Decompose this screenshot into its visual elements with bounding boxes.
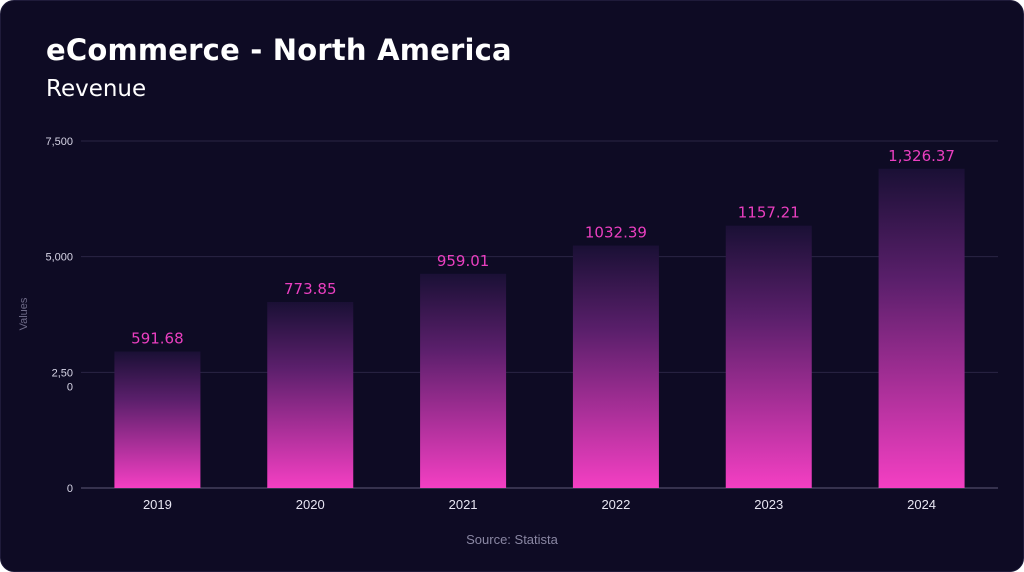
value-label-2021: 959.01 (437, 252, 490, 270)
x-tick-label-2024: 2024 (907, 497, 936, 512)
x-tick-label-2021: 2021 (449, 497, 478, 512)
x-tick-label-2022: 2022 (601, 497, 630, 512)
x-tick-label-2019: 2019 (143, 497, 172, 512)
value-labels: 591.68 773.85 959.01 1032.39 1157.21 1,326.37 (131, 147, 955, 348)
bar-2020[interactable] (267, 302, 354, 488)
value-label-2024: 1,326.37 (888, 147, 955, 165)
bar-2019[interactable] (114, 351, 201, 488)
bar-2022[interactable] (572, 245, 659, 488)
value-label-2020: 773.85 (284, 280, 337, 298)
bar-2024[interactable] (878, 168, 965, 488)
chart-title: eCommerce - North America (46, 33, 512, 67)
bars (114, 168, 965, 488)
y-tick-label: 5,000 (45, 252, 73, 264)
y-tick-label: 7,500 (45, 136, 73, 148)
source-note: Source: Statista (466, 532, 558, 547)
bar-2021[interactable] (420, 273, 507, 488)
grid-lines (81, 140, 998, 489)
chart-subtitle: Revenue (46, 76, 147, 102)
y-axis-label: Values (18, 297, 30, 330)
x-tick-label-2020: 2020 (296, 497, 325, 512)
y-tick-label: 0 (67, 381, 73, 393)
bar-2023[interactable] (725, 225, 812, 488)
y-tick-label: 0 (67, 483, 73, 495)
y-tick-label: 2,50 (52, 367, 73, 379)
value-label-2022: 1032.39 (585, 224, 647, 242)
value-label-2023: 1157.21 (738, 204, 800, 222)
value-label-2019: 591.68 (131, 330, 184, 348)
x-tick-label-2023: 2023 (754, 497, 783, 512)
axes: 0 2,50 0 5,000 7,500 Values 2019 2020 2021 2022 20… (18, 136, 936, 512)
